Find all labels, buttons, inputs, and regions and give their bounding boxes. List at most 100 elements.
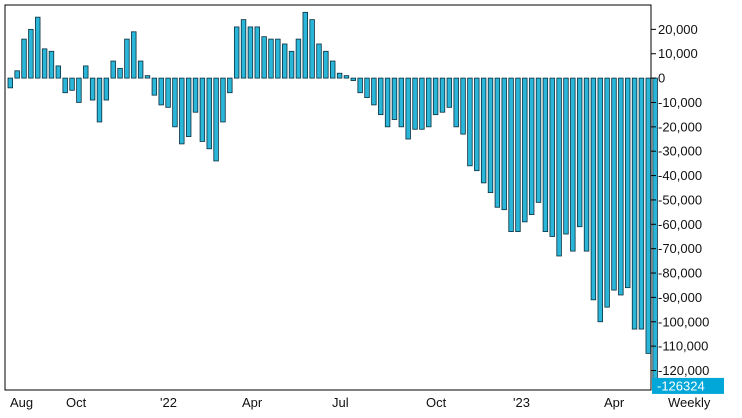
bar: [460, 77, 466, 135]
bar: [233, 26, 240, 79]
y-tick-label: 0: [658, 71, 665, 86]
bar: [103, 77, 110, 101]
x-tick-label: Oct: [426, 395, 447, 410]
bar: [254, 26, 260, 79]
bar: [535, 77, 542, 203]
x-tick-label: '23: [513, 395, 530, 410]
bar: [83, 65, 89, 79]
bar: [158, 77, 164, 106]
y-tick-label: -90,000: [658, 290, 702, 305]
bar: [391, 77, 398, 120]
last-value-label: -126324: [657, 378, 705, 393]
bar: [28, 28, 34, 79]
bar: [62, 77, 68, 94]
bar: [652, 77, 658, 387]
bar: [288, 50, 295, 79]
bar: [199, 77, 206, 142]
bar: [597, 77, 603, 323]
bar: [501, 77, 507, 211]
bar: [576, 77, 583, 228]
y-tick-label: -40,000: [658, 168, 702, 183]
bars-group: [7, 11, 658, 387]
y-tick-label: -10,000: [658, 95, 702, 110]
y-tick-label: -30,000: [658, 144, 702, 159]
bar: [89, 77, 96, 101]
bar: [453, 77, 459, 128]
y-tick-label: -100,000: [658, 314, 709, 329]
bar: [179, 77, 185, 145]
bar: [192, 77, 199, 113]
bar: [227, 77, 233, 94]
bar: [515, 77, 521, 233]
bar: [542, 77, 549, 233]
bar: [419, 77, 425, 130]
y-tick-label: -120,000: [658, 363, 709, 378]
bar: [240, 19, 247, 79]
y-axis: 20,000 10,000 0 -10,000 -20,000 -30,000 -40,00…: [651, 22, 709, 378]
bar: [645, 77, 651, 354]
bar: [55, 65, 62, 79]
bar: [604, 77, 610, 308]
bar: [323, 50, 329, 79]
bar: [583, 77, 590, 252]
bar: [625, 77, 631, 289]
y-tick-label: -50,000: [658, 192, 702, 207]
x-tick-label: Apr: [242, 395, 263, 410]
bar: [35, 16, 41, 79]
bar: [185, 77, 192, 137]
bar: [570, 77, 576, 252]
bar: [350, 77, 356, 81]
x-tick-label: Oct: [66, 395, 87, 410]
bar: [398, 77, 405, 128]
bar: [144, 75, 151, 79]
x-tick-label: Apr: [604, 395, 625, 410]
bar: [172, 77, 178, 128]
bar: [371, 77, 377, 106]
bar: [302, 11, 308, 79]
bar: [131, 31, 137, 79]
bar: [563, 77, 569, 235]
y-tick-label: -60,000: [658, 217, 702, 232]
bar: [357, 77, 363, 94]
bar: [528, 77, 535, 215]
bar: [638, 77, 645, 330]
frequency-label: Weekly: [668, 395, 711, 410]
y-tick-label: -110,000: [658, 339, 708, 354]
bar: [151, 77, 158, 96]
bar: [206, 77, 212, 150]
bar: [268, 38, 274, 79]
bar: [364, 77, 370, 98]
bar: [631, 77, 638, 330]
bar: [336, 72, 343, 79]
bar: [213, 77, 219, 162]
bar: [247, 26, 254, 79]
x-tick-label: Aug: [10, 395, 33, 410]
bar: [384, 77, 391, 128]
bar: [69, 77, 75, 91]
y-tick-label: 20,000: [658, 22, 698, 37]
bar: [446, 77, 453, 108]
bar: [165, 77, 171, 108]
bar: [426, 77, 432, 128]
bar: [281, 43, 288, 79]
bar: [439, 77, 446, 113]
bar: [474, 77, 480, 172]
bar: [480, 77, 487, 184]
bar: [556, 77, 562, 257]
bar: [316, 43, 322, 79]
bar: [295, 38, 302, 79]
bar: [508, 77, 514, 233]
bar: [137, 60, 144, 79]
bar: [7, 77, 13, 89]
bar: [487, 77, 494, 194]
bar: [618, 77, 624, 296]
bar: [309, 19, 315, 79]
x-tick-label: Jul: [332, 395, 349, 410]
y-tick-label: -20,000: [658, 119, 702, 134]
bar: [378, 77, 384, 116]
bar: [110, 60, 116, 79]
bar: [343, 75, 350, 79]
bar: [21, 38, 27, 79]
bar: [96, 77, 103, 123]
